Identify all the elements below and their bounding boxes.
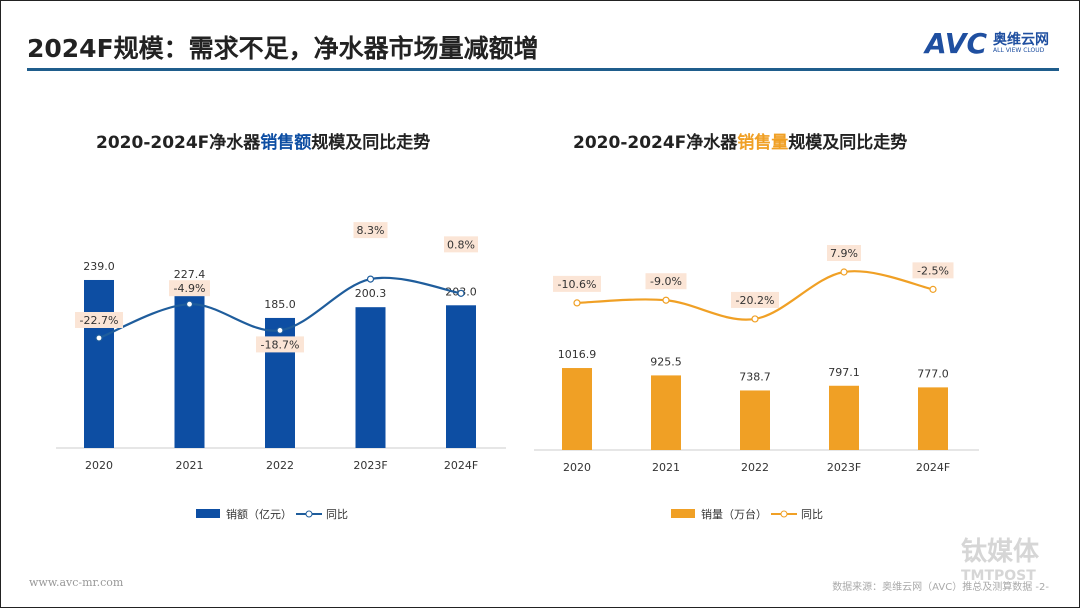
yoy-point (185, 300, 194, 308)
legend-bar-swatch (671, 509, 695, 518)
yoy-label-bg (827, 245, 861, 261)
x-tick-label: 2024F (444, 459, 478, 472)
yoy-label: -9.0% (650, 275, 682, 288)
avc-logo: AVC 奥维云网 ALL VIEW CLOUD (925, 27, 1049, 60)
yoy-label: -4.9% (174, 282, 206, 295)
x-tick-label: 2022 (741, 461, 769, 474)
yoy-point (95, 334, 103, 342)
yoy-label-bg (731, 291, 779, 308)
bar (174, 288, 205, 448)
yoy-label-bg (912, 262, 954, 279)
bar (918, 387, 948, 450)
yoy-label: -20.2% (736, 294, 775, 307)
tmtpost-watermark: 钛媒体 TMTPOST (960, 537, 1039, 584)
legend-bar-swatch (196, 509, 220, 518)
legend-line-label: 同比 (326, 508, 348, 521)
yoy-point (662, 296, 670, 304)
logo-cn: 奥维云网 (993, 32, 1049, 48)
bar-label: 185.0 (264, 298, 296, 311)
yoy-label-bg (645, 273, 687, 290)
bar-label: 227.4 (174, 268, 206, 281)
yoy-label-bg (444, 236, 478, 253)
bar-label: 239.0 (83, 260, 115, 273)
legend-line-marker (305, 510, 313, 518)
yoy-point (573, 299, 581, 307)
chart-title-right: 2020-2024F净水器销售量规模及同比走势 (573, 133, 908, 153)
yoy-point (929, 285, 937, 293)
title-divider (27, 68, 1059, 71)
yoy-label: 7.9% (830, 247, 858, 260)
x-tick-label: 2020 (563, 461, 591, 474)
bar-label: 200.3 (355, 287, 387, 300)
yoy-point (276, 326, 284, 334)
yoy-label-bg (169, 280, 210, 297)
yoy-label-bg (75, 312, 123, 328)
x-tick-label: 2023F (353, 459, 387, 472)
yoy-point (366, 275, 375, 283)
bar-label: 738.7 (739, 370, 771, 383)
bar (651, 375, 681, 450)
yoy-label: -22.7% (80, 314, 119, 327)
logo-mark: AVC (925, 27, 987, 60)
legend-line-marker (780, 510, 788, 518)
x-tick-label: 2021 (176, 459, 204, 472)
yoy-point (457, 289, 465, 297)
page-title: 2024F规模：需求不足，净水器市场量减额增 (27, 34, 539, 63)
yoy-label: -10.6% (558, 278, 597, 291)
yoy-point (751, 315, 759, 323)
x-tick-label: 2020 (85, 459, 113, 472)
bar (562, 368, 592, 450)
yoy-label: 8.3% (357, 224, 385, 237)
bar (829, 385, 859, 450)
yoy-label: 0.8% (447, 238, 475, 251)
yoy-label-bg (256, 336, 304, 353)
bar-label: 777.0 (917, 367, 949, 380)
yoy-label: -18.7% (261, 338, 300, 351)
bar-label: 797.1 (828, 366, 860, 379)
bar (355, 307, 386, 448)
yoy-point (840, 268, 848, 276)
bar-label: 925.5 (650, 355, 682, 368)
yoy-label: -2.5% (917, 264, 949, 277)
legend-line-label: 同比 (801, 508, 823, 521)
legend-bar-label: 销量（万台） (701, 507, 767, 521)
yoy-label-bg (353, 222, 388, 239)
x-tick-label: 2024F (916, 461, 950, 474)
bar (84, 279, 114, 448)
x-tick-label: 2021 (652, 461, 680, 474)
chart-title-left: 2020-2024F净水器销售额规模及同比走势 (96, 133, 431, 153)
data-source: 数据来源：奥维云网（AVC）推总及测算数据 -2- (832, 582, 1049, 593)
yoy-label-bg (553, 275, 601, 292)
bar (740, 390, 770, 450)
legend-bar-label: 销额（亿元） (226, 507, 292, 521)
bar (446, 305, 476, 448)
bar-label: 1016.9 (558, 348, 597, 361)
x-tick-label: 2022 (266, 459, 294, 472)
logo-en: ALL VIEW CLOUD (993, 47, 1045, 54)
website-url: www.avc-mr.com (29, 576, 124, 589)
x-tick-label: 2023F (827, 461, 861, 474)
